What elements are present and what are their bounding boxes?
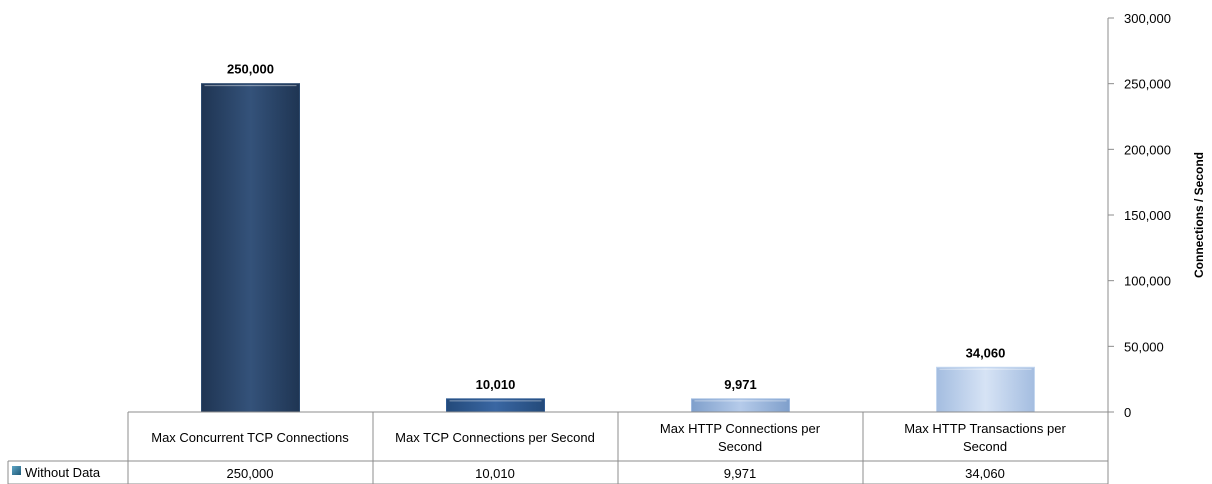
bar (936, 366, 1035, 413)
table-values-row: 250,000 10,010 9,971 34,060 (227, 466, 1005, 481)
y-tick-label: 0 (1124, 405, 1131, 420)
table-category-headers: Max Concurrent TCP Connections Max TCP C… (151, 421, 1066, 454)
y-tick-label: 200,000 (1124, 142, 1171, 157)
data-label: 250,000 (227, 62, 274, 77)
data-label: 9,971 (724, 377, 757, 392)
data-table-grid (7, 411, 1109, 484)
category-label: Max HTTP Connections per Second (660, 421, 821, 454)
legend-key-swatch (12, 466, 21, 475)
data-labels-layer: 250,000 10,010 9,971 34,060 (227, 62, 1005, 392)
y-axis-title: Connections / Second (1192, 152, 1206, 278)
category-label: Max TCP Connections per Second (395, 430, 595, 445)
y-tick-label: 150,000 (1124, 208, 1171, 223)
category-label: Max Concurrent TCP Connections (151, 430, 349, 445)
y-tick-label: 100,000 (1124, 274, 1171, 289)
data-label: 34,060 (966, 345, 1006, 360)
table-legend-row: Without Data (12, 465, 101, 480)
y-ticks-layer: 0 50,000 100,000 150,000 200,000 250,000 300,0… (1108, 11, 1171, 420)
bar (201, 83, 300, 413)
y-tick-label: 50,000 (1124, 339, 1164, 354)
table-value: 9,971 (724, 466, 757, 481)
table-value: 34,060 (965, 466, 1005, 481)
y-tick-label: 250,000 (1124, 77, 1171, 92)
data-label: 10,010 (476, 377, 516, 392)
table-value: 250,000 (227, 466, 274, 481)
bars-layer (201, 83, 1035, 413)
table-value: 10,010 (475, 466, 515, 481)
y-tick-label: 300,000 (1124, 11, 1171, 26)
legend-series-name: Without Data (25, 465, 101, 480)
category-label: Max HTTP Transactions per Second (904, 421, 1066, 454)
